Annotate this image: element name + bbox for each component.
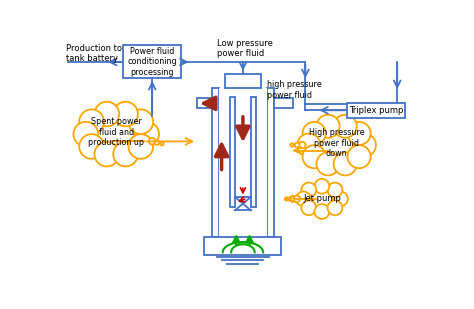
Circle shape (296, 192, 311, 206)
Circle shape (293, 196, 300, 202)
Circle shape (299, 142, 306, 148)
Bar (256, 88, 267, 237)
Bar (225, 74, 261, 88)
Bar (251, 97, 256, 207)
Circle shape (149, 138, 155, 145)
Circle shape (333, 192, 348, 206)
Circle shape (347, 145, 371, 168)
Circle shape (315, 179, 329, 194)
Circle shape (347, 122, 371, 145)
Circle shape (317, 152, 339, 176)
Circle shape (297, 133, 320, 157)
Circle shape (295, 143, 300, 147)
Text: high pressure
power fluid: high pressure power fluid (267, 80, 321, 100)
Bar (197, 98, 212, 108)
Ellipse shape (311, 127, 362, 163)
Ellipse shape (89, 115, 144, 153)
Bar (230, 97, 235, 207)
Circle shape (113, 102, 138, 126)
Circle shape (328, 183, 342, 197)
Circle shape (128, 134, 153, 159)
Circle shape (134, 122, 159, 146)
Bar (204, 237, 282, 255)
Circle shape (73, 122, 98, 146)
Bar (267, 88, 274, 237)
Circle shape (285, 197, 288, 201)
Text: High pressure
power fluid
down: High pressure power fluid down (309, 128, 365, 158)
Circle shape (290, 143, 293, 147)
Circle shape (334, 115, 357, 138)
Circle shape (289, 197, 294, 201)
Text: Spent power
fluid and
production up: Spent power fluid and production up (88, 117, 144, 147)
Text: Low pressure
power fluid: Low pressure power fluid (217, 39, 273, 58)
Circle shape (328, 201, 342, 215)
Circle shape (79, 134, 104, 159)
Ellipse shape (305, 188, 338, 210)
Circle shape (334, 152, 357, 176)
FancyBboxPatch shape (123, 45, 181, 78)
Circle shape (113, 142, 138, 167)
Circle shape (160, 142, 164, 146)
Circle shape (79, 109, 104, 134)
Circle shape (155, 140, 159, 145)
Circle shape (301, 183, 316, 197)
Circle shape (302, 122, 326, 145)
Text: Production to
tank battery: Production to tank battery (66, 44, 122, 63)
Text: Power fluid
conditioning
processing: Power fluid conditioning processing (127, 47, 177, 77)
Circle shape (94, 102, 119, 126)
Circle shape (301, 201, 316, 215)
Bar (212, 88, 219, 237)
Text: Jet pump: Jet pump (303, 194, 341, 203)
Circle shape (128, 109, 153, 134)
Circle shape (353, 133, 376, 157)
Bar (219, 88, 230, 237)
FancyBboxPatch shape (347, 103, 405, 118)
Text: Triplex pump: Triplex pump (349, 106, 403, 115)
Circle shape (315, 204, 329, 219)
Circle shape (94, 142, 119, 167)
Bar (274, 98, 292, 108)
Circle shape (302, 145, 326, 168)
Circle shape (317, 115, 339, 138)
